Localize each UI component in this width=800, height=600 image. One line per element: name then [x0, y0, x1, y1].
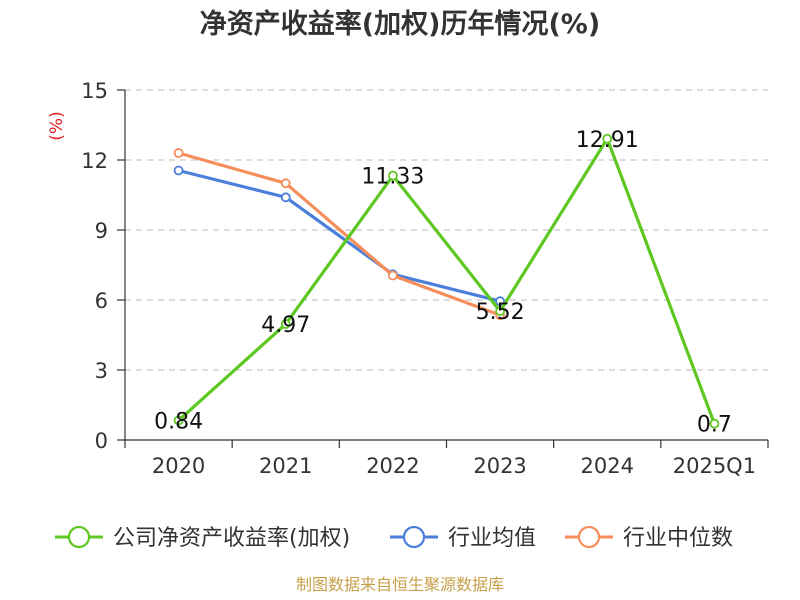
series-0-point-2020: [173, 415, 184, 426]
legend-label-0: 公司净资产收益率(加权): [113, 526, 350, 551]
series-1-point-2021: [280, 192, 291, 203]
y-tick-label-3: 3: [95, 359, 108, 383]
legend-item-0[interactable]: 公司净资产收益率(加权): [55, 525, 350, 551]
data-label-2024: 12.91: [576, 128, 639, 153]
y-tick-label-6: 6: [95, 289, 108, 313]
series-2-point-2021: [280, 178, 291, 189]
data-labels: 0.84 4.97 11.33 5.52 12.91 0.7: [154, 128, 732, 438]
series-lines: [173, 133, 720, 429]
series-0-point-2024: [602, 133, 613, 144]
source-note: 制图数据来自恒生聚源数据库: [296, 575, 504, 594]
series-0-point-2021: [280, 319, 291, 329]
legend-marker-2: [577, 525, 601, 549]
x-tick-label-2021: 2021: [259, 454, 312, 478]
legend-marker-1: [402, 525, 426, 549]
x-tick-label-2024: 2024: [581, 454, 634, 478]
x-tick-label-2020: 2020: [152, 454, 205, 478]
series-0-point-2022: [388, 170, 398, 181]
series-line-2: [178, 151, 501, 317]
chart-title: 净资产收益率(加权)历年情况(%): [200, 8, 600, 40]
y-tick-label-15: 15: [81, 79, 108, 103]
x-tick-label-2025Q1: 2025Q1: [673, 454, 756, 478]
data-label-2023: 5.52: [476, 300, 525, 325]
legend-label-1: 行业均值: [448, 526, 536, 551]
series-2-point-2022: [388, 270, 398, 281]
data-label-2021: 4.97: [261, 313, 310, 338]
data-label-2022: 11.33: [361, 165, 424, 190]
series-1-point-2023: [495, 296, 505, 307]
legend[interactable]: 公司净资产收益率(加权) 行业均值 行业中位数: [55, 525, 733, 551]
series-line-1: [178, 168, 501, 303]
x-tick-label-2023: 2023: [473, 454, 526, 478]
legend-marker-0: [67, 525, 91, 549]
series-0-point-2025Q1: [709, 418, 720, 429]
series-2-point-2020: [173, 148, 184, 158]
series-0-point-2023: [495, 306, 505, 317]
legend-item-1[interactable]: 行业均值: [390, 525, 536, 551]
data-label-2025Q1: 0.7: [697, 413, 732, 438]
legend-item-2[interactable]: 行业中位数: [565, 525, 733, 551]
y-axis-label: (%): [47, 111, 67, 140]
x-tick-label-2022: 2022: [366, 454, 419, 478]
axes: 0 3 6 9 12 15 2020 2021 2022 2023 2024 2025Q1: [81, 79, 769, 478]
y-tick-label-12: 12: [81, 149, 108, 173]
series-line-0: [177, 137, 716, 425]
grid-lines: [125, 89, 768, 371]
legend-label-2: 行业中位数: [623, 526, 733, 551]
y-tick-label-9: 9: [95, 219, 108, 243]
y-tick-label-0: 0: [95, 429, 108, 453]
series-1-point-2020: [173, 165, 184, 176]
data-label-2020: 0.84: [154, 409, 203, 434]
